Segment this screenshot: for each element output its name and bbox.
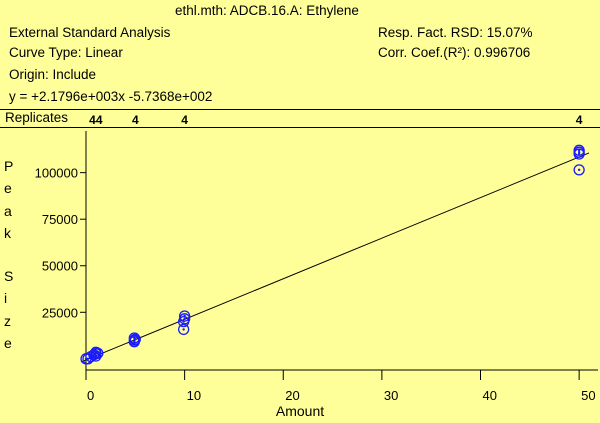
data-point bbox=[178, 310, 191, 322]
data-point-center bbox=[183, 317, 186, 321]
data-point-center bbox=[134, 338, 137, 341]
data-point-center bbox=[96, 352, 100, 355]
ylabel-e2: e bbox=[4, 335, 12, 351]
x-tick-label: 50 bbox=[581, 388, 595, 403]
data-point bbox=[573, 144, 585, 156]
data-point-center bbox=[577, 150, 581, 154]
data-point bbox=[92, 347, 104, 359]
y-tick-label: 50000 bbox=[42, 259, 78, 274]
data-point bbox=[178, 313, 191, 325]
x-tick-label: 30 bbox=[384, 388, 398, 403]
ylabel-e: e bbox=[4, 180, 12, 196]
replicates-divider bbox=[0, 127, 600, 128]
y-tick-label: 75000 bbox=[42, 212, 78, 227]
x-tick-label: 10 bbox=[187, 388, 201, 403]
ylabel-z: z bbox=[4, 313, 11, 329]
data-point-center bbox=[94, 351, 98, 354]
ylabel-p: P bbox=[4, 158, 14, 174]
header-divider bbox=[0, 109, 600, 110]
data-point-center bbox=[577, 149, 581, 152]
ylabel-s: S bbox=[4, 268, 14, 284]
ylabel-a: a bbox=[4, 203, 12, 219]
data-point bbox=[573, 164, 585, 176]
data-point-center bbox=[183, 314, 186, 318]
origin-setting: Origin: Include bbox=[9, 67, 97, 82]
data-point bbox=[82, 353, 94, 365]
replicates-label: Replicates bbox=[5, 110, 69, 125]
chart-title: ethl.mth: ADCB.16.A: Ethylene bbox=[175, 3, 359, 18]
data-point-center bbox=[577, 168, 581, 172]
data-point-center bbox=[182, 328, 185, 331]
ylabel-k: k bbox=[4, 225, 11, 241]
data-point bbox=[177, 323, 190, 336]
x-tick-label: 20 bbox=[285, 388, 299, 403]
fit-line bbox=[80, 152, 590, 363]
data-point bbox=[129, 333, 141, 345]
data-point bbox=[128, 332, 140, 344]
analysis-type: External Standard Analysis bbox=[9, 25, 171, 40]
x-tick-label: 0 bbox=[87, 388, 94, 403]
y-tick-label: 100000 bbox=[35, 166, 78, 181]
replicate-count: 44 bbox=[89, 113, 103, 127]
header-panel: ethl.mth: ADCB.16.A: Ethylene External S… bbox=[0, 0, 600, 110]
y-tick-label: 25000 bbox=[42, 305, 78, 320]
rsd-value: Resp. Fact. RSD: 15.07% bbox=[378, 25, 533, 40]
fit-equation: y = +2.1796e+003x -5.7368e+002 bbox=[9, 89, 213, 104]
replicate-count: 4 bbox=[132, 113, 139, 127]
x-axis-label: Amount bbox=[276, 403, 324, 419]
replicate-count: 4 bbox=[576, 113, 583, 127]
corr-coef: Corr. Coef.(R²): 0.996706 bbox=[378, 45, 531, 60]
replicate-count: 4 bbox=[181, 113, 188, 127]
ylabel-i: i bbox=[4, 290, 8, 306]
curve-type: Curve Type: Linear bbox=[9, 45, 123, 60]
x-tick-label: 40 bbox=[483, 388, 497, 403]
